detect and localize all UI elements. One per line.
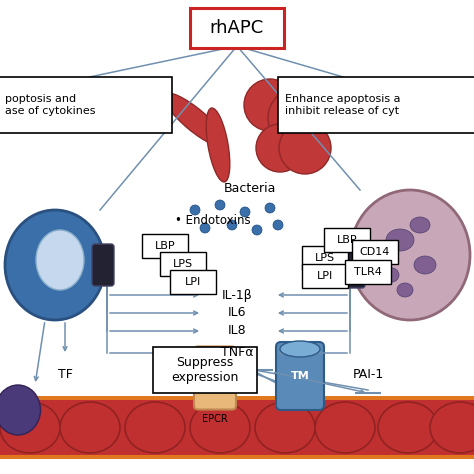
Ellipse shape bbox=[256, 124, 304, 172]
Bar bbox=[0, 400, 474, 455]
Text: IL8: IL8 bbox=[228, 325, 246, 337]
FancyBboxPatch shape bbox=[142, 234, 188, 258]
Text: LBP: LBP bbox=[155, 241, 175, 251]
Ellipse shape bbox=[386, 229, 414, 251]
Text: LPS: LPS bbox=[315, 253, 335, 263]
Ellipse shape bbox=[410, 217, 430, 233]
Ellipse shape bbox=[255, 402, 315, 453]
Ellipse shape bbox=[397, 283, 413, 297]
Text: rhAPC: rhAPC bbox=[210, 19, 264, 37]
Text: TNFα: TNFα bbox=[221, 346, 253, 359]
Text: CD14: CD14 bbox=[360, 247, 390, 257]
Ellipse shape bbox=[268, 88, 328, 148]
Text: LBP: LBP bbox=[337, 235, 357, 245]
FancyBboxPatch shape bbox=[194, 346, 236, 410]
Ellipse shape bbox=[60, 402, 120, 453]
Text: TF: TF bbox=[57, 368, 73, 381]
Ellipse shape bbox=[414, 256, 436, 274]
Ellipse shape bbox=[240, 207, 250, 217]
Ellipse shape bbox=[315, 402, 375, 453]
FancyBboxPatch shape bbox=[352, 240, 398, 264]
Ellipse shape bbox=[206, 108, 230, 182]
Text: poptosis and
ase of cytokines: poptosis and ase of cytokines bbox=[5, 94, 95, 116]
FancyBboxPatch shape bbox=[92, 244, 114, 286]
Text: Suppress
expression: Suppress expression bbox=[171, 356, 239, 384]
Ellipse shape bbox=[252, 225, 262, 235]
Ellipse shape bbox=[227, 220, 237, 230]
FancyBboxPatch shape bbox=[153, 347, 257, 393]
Ellipse shape bbox=[378, 402, 438, 453]
Ellipse shape bbox=[215, 200, 225, 210]
FancyBboxPatch shape bbox=[0, 77, 172, 133]
Text: LPI: LPI bbox=[317, 271, 333, 281]
Text: PAI-1: PAI-1 bbox=[352, 368, 383, 382]
Text: Bacteria: Bacteria bbox=[224, 182, 276, 195]
Ellipse shape bbox=[381, 267, 399, 283]
FancyBboxPatch shape bbox=[278, 77, 474, 133]
Ellipse shape bbox=[273, 220, 283, 230]
FancyBboxPatch shape bbox=[343, 242, 365, 288]
Ellipse shape bbox=[0, 385, 40, 435]
Ellipse shape bbox=[280, 341, 320, 357]
Bar bbox=[0, 453, 474, 459]
Text: EPCR: EPCR bbox=[202, 413, 228, 423]
Text: • Endotoxins: • Endotoxins bbox=[175, 213, 251, 227]
FancyBboxPatch shape bbox=[345, 260, 391, 284]
Ellipse shape bbox=[190, 205, 200, 215]
FancyBboxPatch shape bbox=[302, 264, 348, 288]
FancyBboxPatch shape bbox=[190, 8, 284, 48]
Ellipse shape bbox=[350, 190, 470, 320]
FancyBboxPatch shape bbox=[276, 342, 324, 410]
Text: IL6: IL6 bbox=[228, 307, 246, 319]
FancyBboxPatch shape bbox=[170, 270, 216, 294]
Ellipse shape bbox=[190, 402, 250, 453]
Ellipse shape bbox=[164, 93, 227, 147]
Ellipse shape bbox=[200, 223, 210, 233]
Text: Enhance apoptosis a
inhibit release of cyt: Enhance apoptosis a inhibit release of c… bbox=[285, 94, 401, 116]
Ellipse shape bbox=[125, 402, 185, 453]
Ellipse shape bbox=[244, 79, 296, 131]
Ellipse shape bbox=[0, 402, 60, 453]
Text: LPI: LPI bbox=[185, 277, 201, 287]
Text: LPS: LPS bbox=[173, 259, 193, 269]
Ellipse shape bbox=[36, 230, 84, 290]
Bar bbox=[0, 396, 474, 402]
FancyBboxPatch shape bbox=[160, 252, 206, 276]
FancyBboxPatch shape bbox=[324, 228, 370, 252]
Text: IL-1β: IL-1β bbox=[222, 289, 252, 301]
Ellipse shape bbox=[5, 210, 105, 320]
Ellipse shape bbox=[279, 122, 331, 174]
Text: TLR4: TLR4 bbox=[354, 267, 382, 277]
Text: TM: TM bbox=[291, 371, 310, 381]
FancyBboxPatch shape bbox=[302, 246, 348, 270]
Ellipse shape bbox=[430, 402, 474, 453]
Ellipse shape bbox=[265, 203, 275, 213]
